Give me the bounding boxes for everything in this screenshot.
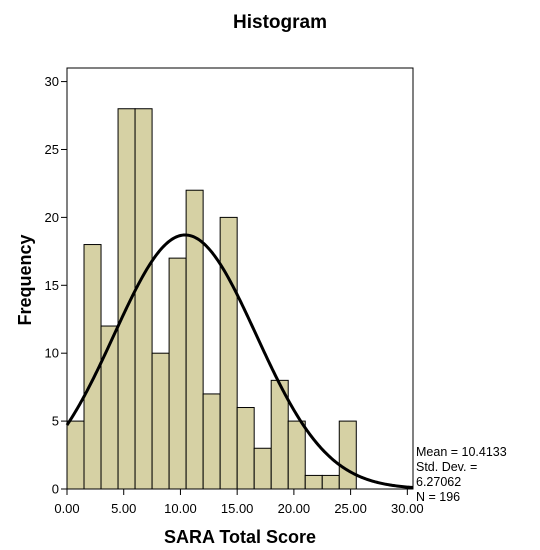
histogram-bar <box>219 216 238 490</box>
histogram-bar <box>287 420 306 490</box>
summary-statistics: Mean = 10.4133 Std. Dev. = 6.27062 N = 1… <box>416 445 507 505</box>
x-tick-label: 25.00 <box>334 501 367 516</box>
chart-title: Histogram <box>233 12 327 33</box>
x-tick-label: 5.00 <box>111 501 136 516</box>
y-tick-label: 15 <box>45 278 59 293</box>
mean-label: Mean = 10.4133 <box>416 445 507 459</box>
histogram-bar <box>134 108 153 490</box>
histogram-bar <box>202 393 221 490</box>
x-axis-title: SARA Total Score <box>164 527 316 547</box>
x-tick-label: 20.00 <box>278 501 311 516</box>
y-axis: 0 5 10 15 20 25 30 <box>45 74 67 497</box>
x-tick-label: 10.00 <box>164 501 197 516</box>
y-axis-title: Frequency <box>15 234 35 325</box>
y-tick-label: 0 <box>52 482 59 497</box>
std-dev-value: 6.27062 <box>416 475 462 489</box>
n-label: N = 196 <box>416 490 461 504</box>
histogram-bar <box>100 325 119 490</box>
histogram-bar <box>304 474 323 490</box>
x-tick-label: 15.00 <box>221 501 254 516</box>
histogram-bar <box>236 407 255 490</box>
bars-group <box>66 108 357 490</box>
x-axis: 0.00 5.00 10.00 15.00 20.00 25.00 30.00 <box>54 489 424 516</box>
normal-curve <box>65 233 414 489</box>
histogram-bar <box>338 420 357 490</box>
y-tick-label: 20 <box>45 210 59 225</box>
y-tick-label: 30 <box>45 74 59 89</box>
y-tick-label: 5 <box>52 414 59 429</box>
x-tick-label: 30.00 <box>391 501 424 516</box>
x-tick-label: 0.00 <box>54 501 79 516</box>
std-dev-label: Std. Dev. = <box>416 460 478 474</box>
histogram-bar <box>253 447 272 490</box>
histogram-bar <box>66 420 85 490</box>
y-tick-label: 25 <box>45 142 59 157</box>
histogram-bar <box>168 257 187 490</box>
histogram-bar <box>321 474 340 490</box>
plot-frame <box>66 67 414 490</box>
histogram-bar <box>151 352 170 490</box>
y-tick-label: 10 <box>45 346 59 361</box>
